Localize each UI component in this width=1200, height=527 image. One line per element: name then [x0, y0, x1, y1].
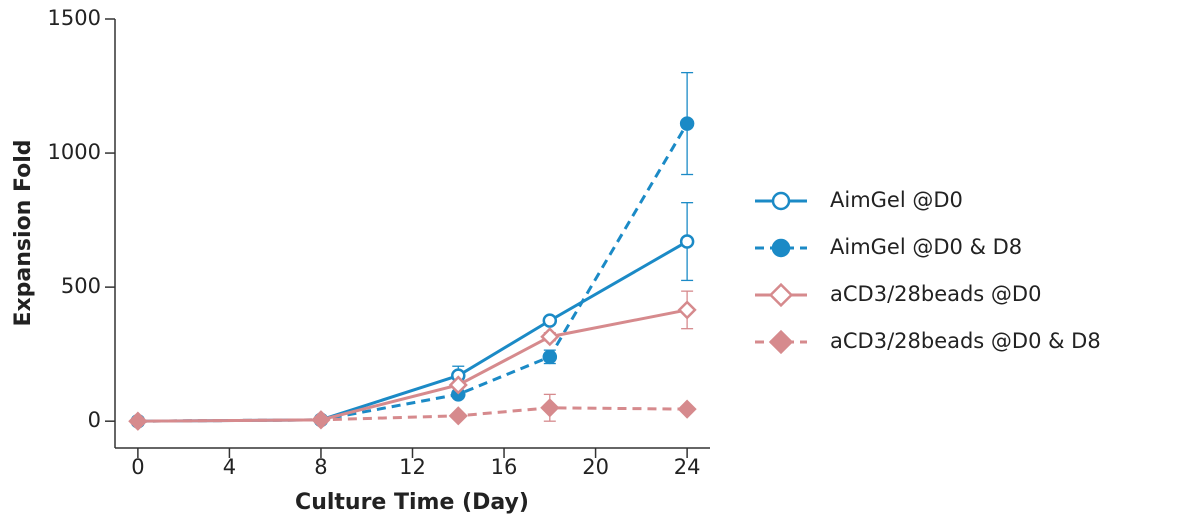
y-tick-label: 0 [88, 408, 101, 432]
y-tick-label: 500 [61, 274, 101, 298]
data-point [679, 116, 695, 131]
data-point [128, 411, 148, 431]
data-point [679, 234, 695, 249]
data-point [311, 410, 331, 430]
x-tick-label: 12 [399, 455, 426, 479]
legend-marker [768, 282, 794, 308]
data-point [448, 375, 468, 395]
data-point [540, 327, 560, 347]
legend-label: AimGel @D0 & D8 [830, 235, 1022, 259]
y-tick-label: 1500 [48, 6, 101, 30]
y-tick-label: 1000 [48, 140, 101, 164]
x-tick-label: 20 [582, 455, 609, 479]
legend-marker [771, 238, 791, 258]
y-axis-title: Expansion Fold [11, 139, 36, 326]
legend-marker [771, 191, 791, 211]
x-tick-label: 0 [131, 455, 144, 479]
x-tick-label: 16 [491, 455, 518, 479]
legend-marker [768, 329, 794, 355]
data-point [677, 399, 697, 419]
series-line [137, 406, 688, 423]
data-point [540, 398, 560, 418]
x-tick-label: 4 [223, 455, 236, 479]
series-line [137, 308, 688, 423]
x-tick-label: 24 [674, 455, 701, 479]
data-point [448, 406, 468, 426]
data-point [677, 300, 697, 320]
legend-label: aCD3/28beads @D0 [830, 282, 1041, 306]
data-point [542, 313, 558, 328]
series-line [137, 122, 689, 423]
series-line [137, 240, 688, 423]
legend-label: aCD3/28beads @D0 & D8 [830, 329, 1101, 353]
x-axis-title: Culture Time (Day) [295, 490, 529, 515]
legend-label: AimGel @D0 [830, 188, 963, 212]
x-tick-label: 8 [314, 455, 327, 479]
data-point [542, 349, 558, 365]
